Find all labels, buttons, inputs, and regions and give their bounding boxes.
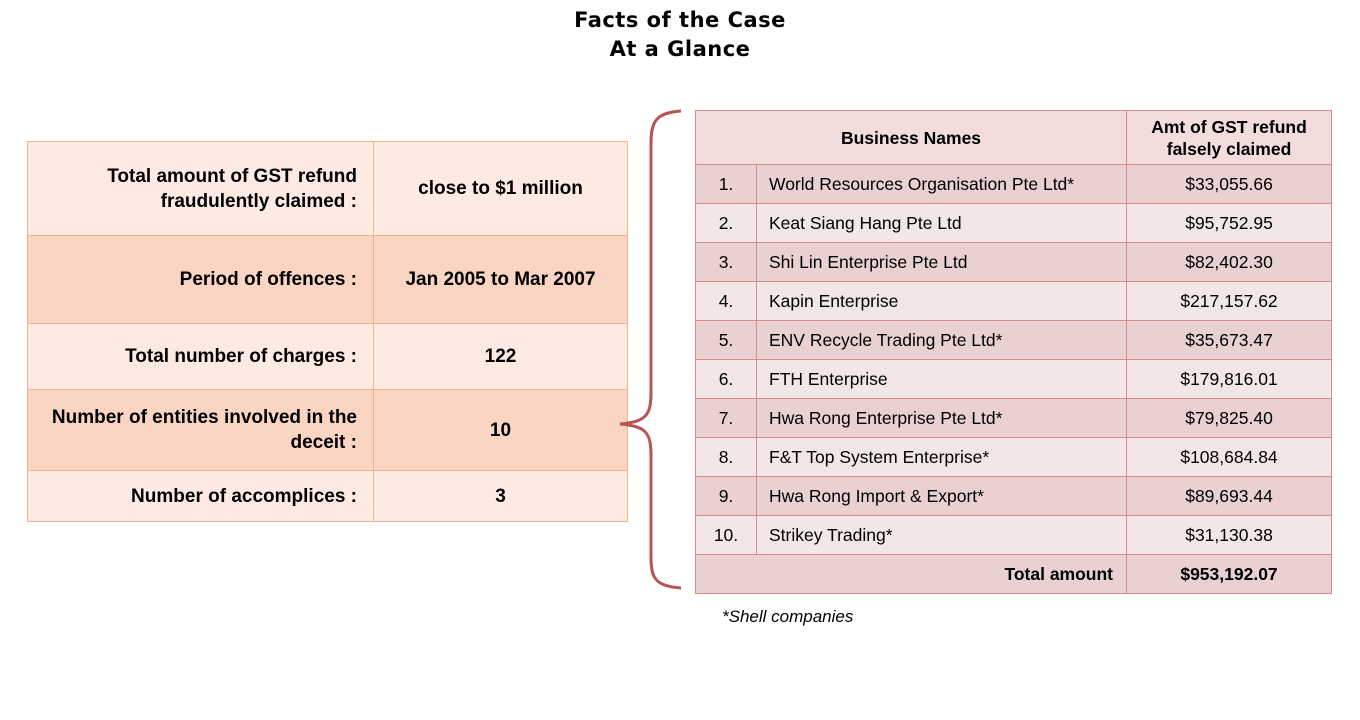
table-row: 8. F&T Top System Enterprise* $108,684.8… bbox=[695, 437, 1333, 477]
fact-label: Number of entities involved in the decei… bbox=[27, 389, 374, 471]
business-name: FTH Enterprise bbox=[755, 359, 1128, 399]
business-name: Keat Siang Hang Pte Ltd bbox=[755, 203, 1128, 243]
table-row: 10. Strikey Trading* $31,130.38 bbox=[695, 515, 1333, 555]
facts-row: Number of accomplices : 3 bbox=[27, 470, 628, 522]
row-number: 1. bbox=[695, 164, 757, 204]
table-row: 5. ENV Recycle Trading Pte Ltd* $35,673.… bbox=[695, 320, 1333, 360]
table-row: 2. Keat Siang Hang Pte Ltd $95,752.95 bbox=[695, 203, 1333, 243]
refund-amount: $82,402.30 bbox=[1126, 242, 1333, 282]
table-row: 7. Hwa Rong Enterprise Pte Ltd* $79,825.… bbox=[695, 398, 1333, 438]
business-name: Kapin Enterprise bbox=[755, 281, 1128, 321]
row-number: 6. bbox=[695, 359, 757, 399]
row-number: 7. bbox=[695, 398, 757, 438]
refund-amount: $95,752.95 bbox=[1126, 203, 1333, 243]
refund-amount: $89,693.44 bbox=[1126, 476, 1333, 516]
refund-amount: $33,055.66 bbox=[1126, 164, 1333, 204]
total-label: Total amount bbox=[694, 554, 1128, 594]
business-name: Hwa Rong Import & Export* bbox=[755, 476, 1128, 516]
table-row: 1. World Resources Organisation Pte Ltd*… bbox=[695, 164, 1333, 204]
row-number: 4. bbox=[695, 281, 757, 321]
title-line-2: At a Glance bbox=[609, 37, 751, 61]
row-number: 5. bbox=[695, 320, 757, 360]
total-value: $953,192.07 bbox=[1126, 554, 1333, 594]
title-line-1: Facts of the Case bbox=[574, 8, 786, 32]
fact-value: 122 bbox=[373, 323, 628, 390]
fact-value: close to $1 million bbox=[373, 141, 628, 236]
fact-label: Total number of charges : bbox=[27, 323, 374, 390]
fact-value: 10 bbox=[373, 389, 628, 471]
facts-row: Period of offences : Jan 2005 to Mar 200… bbox=[27, 235, 628, 324]
facts-row: Number of entities involved in the decei… bbox=[27, 389, 628, 471]
row-number: 9. bbox=[695, 476, 757, 516]
row-number: 10. bbox=[695, 515, 757, 555]
fact-value: Jan 2005 to Mar 2007 bbox=[373, 235, 628, 324]
refund-amount: $179,816.01 bbox=[1126, 359, 1333, 399]
table-row: 6. FTH Enterprise $179,816.01 bbox=[695, 359, 1333, 399]
fact-value: 3 bbox=[373, 470, 628, 522]
header-business-names: Business Names bbox=[694, 110, 1128, 165]
business-name: F&T Top System Enterprise* bbox=[755, 437, 1128, 477]
business-table: Business Names Amt of GST refund falsely… bbox=[694, 110, 1333, 594]
total-row: Total amount $953,192.07 bbox=[694, 554, 1333, 594]
fact-label: Period of offences : bbox=[27, 235, 374, 324]
row-number: 2. bbox=[695, 203, 757, 243]
fact-label: Total amount of GST refund fraudulently … bbox=[27, 141, 374, 236]
row-number: 3. bbox=[695, 242, 757, 282]
fact-label: Number of accomplices : bbox=[27, 470, 374, 522]
table-row: 3. Shi Lin Enterprise Pte Ltd $82,402.30 bbox=[695, 242, 1333, 282]
curly-brace-icon bbox=[619, 109, 682, 590]
facts-row: Total amount of GST refund fraudulently … bbox=[27, 141, 628, 236]
business-table-header: Business Names Amt of GST refund falsely… bbox=[694, 110, 1333, 165]
table-row: 9. Hwa Rong Import & Export* $89,693.44 bbox=[695, 476, 1333, 516]
business-name: ENV Recycle Trading Pte Ltd* bbox=[755, 320, 1128, 360]
facts-table: Total amount of GST refund fraudulently … bbox=[27, 141, 628, 522]
page-title: Facts of the Case At a Glance bbox=[0, 6, 1360, 64]
business-name: Shi Lin Enterprise Pte Ltd bbox=[755, 242, 1128, 282]
refund-amount: $35,673.47 bbox=[1126, 320, 1333, 360]
header-amount: Amt of GST refund falsely claimed bbox=[1126, 110, 1333, 165]
refund-amount: $79,825.40 bbox=[1126, 398, 1333, 438]
refund-amount: $108,684.84 bbox=[1126, 437, 1333, 477]
facts-row: Total number of charges : 122 bbox=[27, 323, 628, 390]
business-name: Strikey Trading* bbox=[755, 515, 1128, 555]
refund-amount: $31,130.38 bbox=[1126, 515, 1333, 555]
business-name: World Resources Organisation Pte Ltd* bbox=[755, 164, 1128, 204]
business-name: Hwa Rong Enterprise Pte Ltd* bbox=[755, 398, 1128, 438]
table-row: 4. Kapin Enterprise $217,157.62 bbox=[695, 281, 1333, 321]
row-number: 8. bbox=[695, 437, 757, 477]
footnote: *Shell companies bbox=[722, 607, 854, 626]
refund-amount: $217,157.62 bbox=[1126, 281, 1333, 321]
